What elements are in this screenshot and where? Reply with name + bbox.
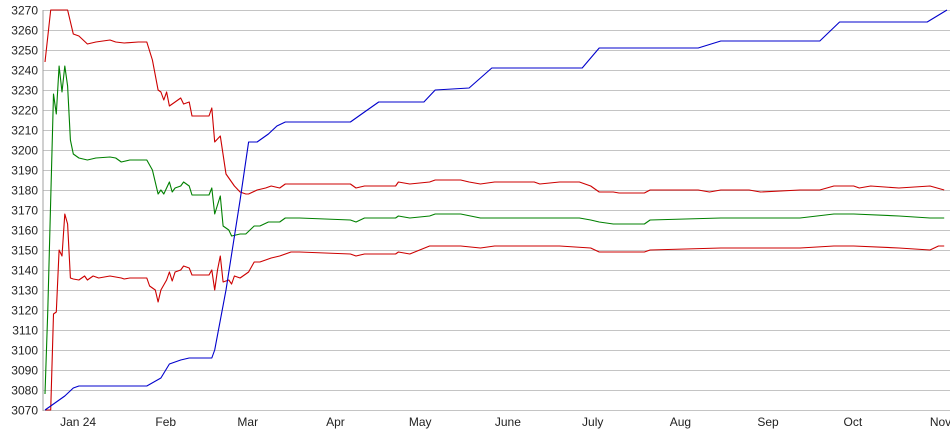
- series-line-2: [45, 213, 945, 411]
- y-tick-label: 3170: [11, 204, 38, 218]
- gridlines: [43, 10, 950, 411]
- y-tick-label: 3100: [11, 344, 38, 358]
- x-tick-label: Apr: [326, 415, 345, 429]
- y-tick-label: 3240: [11, 64, 38, 78]
- y-tick-label: 3250: [11, 44, 38, 58]
- y-tick-label: 3150: [11, 244, 38, 258]
- x-tick-label: Sep: [757, 415, 779, 429]
- y-tick-label: 3070: [11, 404, 38, 418]
- y-tick-label: 3090: [11, 364, 38, 378]
- y-axis-ticks: 3070 3080 3090 3100 3110 3120 3130 3140 3150 3160…: [11, 4, 38, 418]
- series-line-3: [44, 9, 948, 411]
- y-tick-label: 3270: [11, 4, 38, 18]
- series-line-1: [44, 65, 945, 395]
- x-tick-label: Aug: [670, 415, 691, 429]
- x-tick-label: Jan 24: [60, 415, 96, 429]
- x-axis-ticks: Jan 24 Feb Mar Apr May June July Aug Sep Oct Nov: [60, 415, 950, 429]
- y-tick-label: 3080: [11, 384, 38, 398]
- x-tick-label: July: [582, 415, 603, 429]
- y-tick-label: 3190: [11, 164, 38, 178]
- x-tick-label: Mar: [237, 415, 258, 429]
- x-tick-label: Feb: [155, 415, 176, 429]
- x-tick-label: May: [409, 415, 432, 429]
- y-tick-label: 3260: [11, 24, 38, 38]
- y-tick-label: 3230: [11, 84, 38, 98]
- y-tick-label: 3160: [11, 224, 38, 238]
- series-lines: [44, 9, 948, 411]
- y-tick-label: 3130: [11, 284, 38, 298]
- y-tick-label: 3220: [11, 104, 38, 118]
- y-tick-label: 3110: [12, 324, 38, 338]
- y-tick-label: 3140: [11, 264, 38, 278]
- y-tick-label: 3200: [11, 144, 38, 158]
- y-tick-label: 3120: [11, 304, 38, 318]
- x-tick-label: Oct: [844, 415, 863, 429]
- y-tick-label: 3180: [11, 184, 38, 198]
- x-tick-label: Nov: [930, 415, 950, 429]
- series-line-0: [44, 9, 945, 195]
- x-tick-label: June: [495, 415, 521, 429]
- y-tick-label: 3210: [11, 124, 38, 138]
